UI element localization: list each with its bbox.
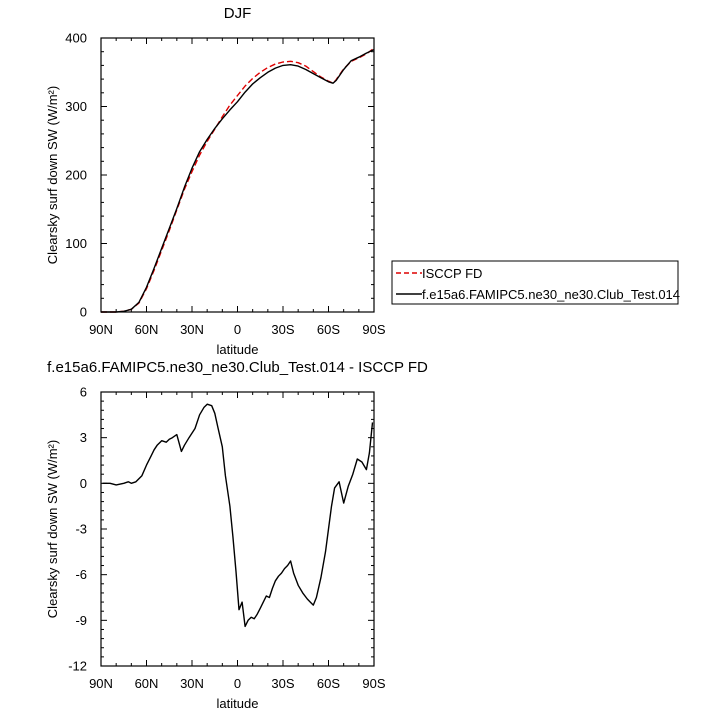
x-tick-label: 30S (271, 676, 294, 691)
x-tick-label: 30N (180, 322, 204, 337)
x-tick-label: 0 (234, 676, 241, 691)
x-tick-label: 60N (135, 676, 159, 691)
x-tick-label: 60S (317, 322, 340, 337)
top-chart: DJF Clearsky surf down SW (W/m²) latitud… (45, 5, 386, 357)
x-tick-label: 90N (89, 676, 113, 691)
bottom-chart: f.e15a6.FAMIPC5.ne30_ne30.Club_Test.014 … (45, 359, 428, 711)
y-tick-label: 3 (80, 430, 87, 445)
y-tick-label: -6 (75, 567, 87, 582)
y-tick-label: 0 (80, 305, 87, 320)
series-line-1 (101, 48, 375, 313)
x-tick-label: 60S (317, 676, 340, 691)
x-tick-label: 90N (89, 322, 113, 337)
y-tick-label: 6 (80, 385, 87, 400)
y-tick-label: 100 (65, 236, 87, 251)
y-tick-label: 300 (65, 99, 87, 114)
top-tick-group: 90N 60N 30N 0 30S 60S 90S 0 100 200 300 400 (65, 31, 386, 338)
x-tick-label: 90S (362, 322, 385, 337)
y-tick-label: 400 (65, 31, 87, 46)
y-tick-label: -3 (75, 522, 87, 537)
y-tick-label: 200 (65, 168, 87, 183)
series-line-0 (101, 47, 375, 313)
y-tick-label: -12 (68, 659, 87, 674)
top-plot-frame (100, 37, 375, 313)
legend-label-isccp: ISCCP FD (422, 266, 482, 281)
bottom-plot-frame (100, 391, 375, 667)
bottom-chart-title: f.e15a6.FAMIPC5.ne30_ne30.Club_Test.014 … (47, 359, 428, 376)
top-x-axis-label: latitude (217, 342, 259, 357)
bottom-series-group (102, 403, 374, 628)
x-tick-label: 30S (271, 322, 294, 337)
svg-text:Clearsky surf down SW (W/m²): Clearsky surf down SW (W/m²) (45, 440, 60, 618)
y-tick-label: 0 (80, 476, 87, 491)
y-tick-label: -9 (75, 613, 87, 628)
bottom-y-axis-label: Clearsky surf down SW (W/m²) (45, 440, 60, 618)
x-tick-label: 30N (180, 676, 204, 691)
legend-label-model: f.e15a6.FAMIPC5.ne30_ne30.Club_Test.014 (422, 287, 680, 302)
x-tick-label: 60N (135, 322, 159, 337)
series-line-0 (102, 403, 374, 628)
legend-box (391, 260, 679, 305)
top-series-group (101, 47, 375, 313)
svg-text:Clearsky surf down SW (W/m²): Clearsky surf down SW (W/m²) (45, 86, 60, 264)
x-tick-label: 0 (234, 322, 241, 337)
x-tick-label: 90S (362, 676, 385, 691)
legend: ISCCP FD f.e15a6.FAMIPC5.ne30_ne30.Club_… (391, 260, 680, 305)
top-chart-title: DJF (224, 5, 252, 22)
bottom-x-axis-label: latitude (217, 696, 259, 711)
top-y-axis-label: Clearsky surf down SW (W/m²) (45, 86, 60, 264)
bottom-tick-group: 90N 60N 30N 0 30S 60S 90S -12 -9 -6 -3 0 3 6 (68, 385, 386, 692)
